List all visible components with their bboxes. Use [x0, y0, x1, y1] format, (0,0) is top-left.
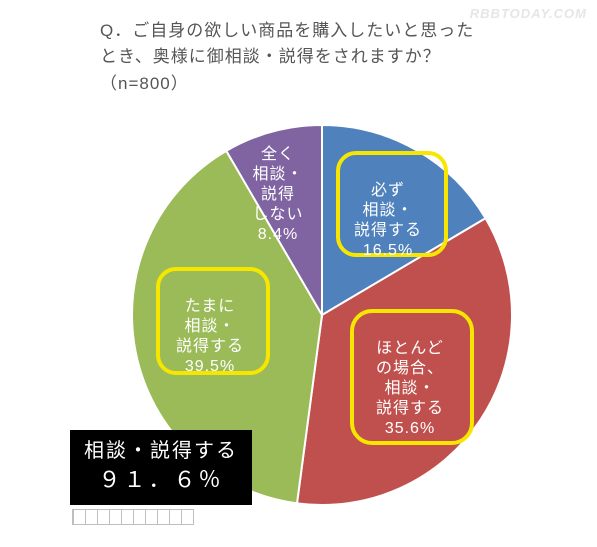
slice-label-mostly: ほとんどの場合、相談・説得する35.6% [376, 339, 444, 437]
summary-box: 相談・説得する ９１．６％ [70, 430, 252, 505]
question-line1: ご自身の欲しい商品を購入したいと思った [132, 21, 474, 40]
survey-question: Q．ご自身の欲しい商品を購入したいと思った とき、奥様に御相談・説得をされますか… [100, 18, 530, 97]
summary-label: 相談・説得する [84, 440, 238, 462]
summary-pct: ９１．６％ [98, 467, 223, 492]
question-prefix: Q． [100, 21, 132, 40]
question-sample: （n=800） [100, 74, 189, 93]
axis-stub [72, 509, 194, 525]
question-line2: とき、奥様に御相談・説得をされますか？ [100, 47, 441, 66]
